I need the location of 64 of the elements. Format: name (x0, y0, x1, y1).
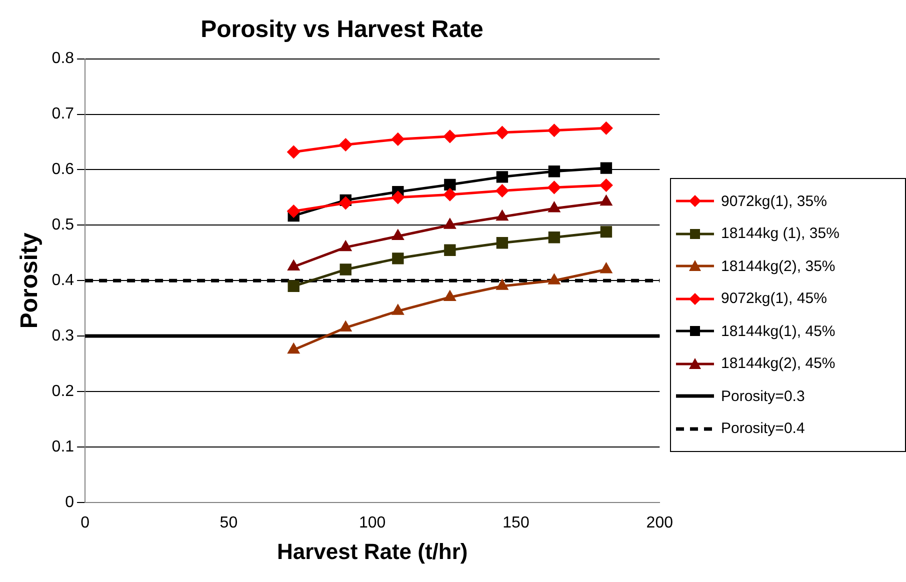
point (548, 124, 560, 137)
y-tick-label: 0.5 (52, 216, 74, 234)
point (496, 184, 508, 198)
point (444, 244, 456, 256)
y-tick-label: 0.1 (52, 438, 74, 456)
legend-label: 9072kg(1), 35% (721, 192, 827, 210)
legend-label: Porosity=0.4 (721, 420, 805, 438)
point (392, 191, 404, 204)
y-tick-label: 0 (65, 494, 74, 511)
point (548, 166, 560, 178)
point (600, 263, 612, 274)
y-tick-label: 0.2 (52, 382, 74, 400)
y-tick-label: 0.8 (52, 50, 74, 68)
point (339, 138, 352, 151)
point (392, 252, 404, 264)
legend-label: 9072kg(1), 45% (721, 290, 827, 308)
y-tick-label: 0.4 (52, 272, 74, 290)
legend-label: 18144kg(1), 45% (721, 322, 836, 340)
x-tick-label: 200 (646, 514, 674, 532)
point (548, 274, 560, 284)
x-axis-title: Harvest Rate (t/hr) (276, 538, 468, 564)
point (288, 280, 300, 292)
point (548, 202, 560, 212)
point (496, 237, 508, 249)
point (444, 178, 456, 191)
point (339, 196, 352, 210)
point (287, 146, 300, 158)
point (600, 196, 612, 206)
point (600, 122, 612, 134)
point (444, 130, 456, 143)
point (288, 260, 300, 270)
y-axis-title: Porosity (16, 232, 44, 329)
point (548, 181, 560, 194)
point (392, 132, 404, 146)
point (444, 290, 456, 301)
legend-label: 18144kg(2), 45% (721, 355, 836, 372)
point (600, 178, 612, 192)
point (496, 126, 508, 139)
x-tick-label: 0 (80, 514, 90, 532)
point (496, 280, 508, 290)
legend-label: 18144kg (1), 35% (721, 225, 840, 242)
point (600, 162, 612, 174)
point (496, 171, 508, 183)
point (600, 226, 612, 238)
legend-label: Porosity=0.3 (721, 388, 805, 405)
point (340, 241, 352, 252)
legend-label: 18144kg(2), 35% (721, 258, 836, 275)
point (392, 304, 404, 315)
point (444, 188, 456, 201)
point (444, 218, 456, 229)
y-tick-label: 0.6 (52, 161, 74, 178)
y-tick-label: 0.3 (52, 327, 74, 344)
y-tick-label: 0.7 (52, 106, 74, 123)
point (496, 210, 508, 221)
point (288, 344, 300, 354)
point (392, 230, 404, 240)
x-tick-label: 150 (502, 514, 530, 532)
point (340, 264, 352, 276)
x-tick-label: 50 (220, 514, 238, 532)
x-tick-label: 100 (358, 514, 386, 532)
point (548, 232, 560, 244)
point (287, 205, 300, 218)
point (340, 321, 352, 332)
chart-title: Porosity vs Harvest Rate (200, 16, 484, 44)
